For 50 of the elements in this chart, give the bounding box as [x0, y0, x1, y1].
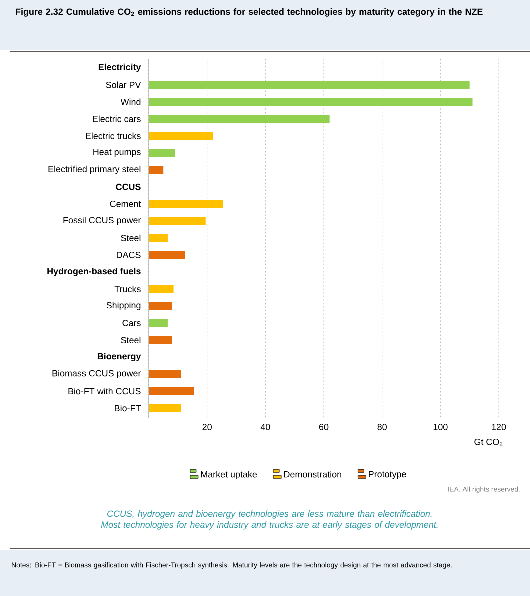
x-tick-label: 120	[492, 424, 506, 430]
bar	[148, 217, 206, 226]
bar	[148, 81, 470, 90]
x-tick-label: 60	[319, 424, 328, 430]
y-tick-label: Shipping	[106, 302, 140, 310]
y-tick-label: Wind	[120, 98, 140, 106]
bar	[148, 251, 186, 260]
bar	[148, 166, 164, 174]
y-tick-label: DACS	[116, 252, 141, 258]
bar	[148, 132, 213, 140]
x-tick-label: 100	[434, 424, 448, 430]
y-tick-label: Steel	[120, 336, 140, 344]
bar	[148, 370, 181, 378]
bar	[148, 200, 224, 208]
bar	[148, 98, 473, 106]
bar	[148, 285, 174, 294]
bar	[148, 319, 168, 328]
y-tick-label: Electricity	[98, 64, 141, 72]
y-tick-label: Solar PV	[106, 82, 141, 88]
y-tick-label: Biomass CCUS power	[52, 370, 141, 378]
y-tick-label: Electrified primary steel	[48, 166, 140, 174]
y-tick-label: Electric cars	[92, 116, 141, 122]
y-tick-label: Cement	[110, 200, 141, 208]
x-tick-label: 40	[260, 424, 270, 430]
y-tick-label: Bio-FT with CCUS	[68, 388, 141, 395]
legend-label: Market uptake	[201, 471, 257, 480]
text: CCUS, hydrogen and bioenergy technologies are less mature than electrification. Most technologies for heavy industry and trucks are at early stages of development.	[101, 510, 438, 530]
y-tick-label: CCUS	[116, 184, 141, 190]
y-tick-label: Bioenergy	[98, 353, 141, 362]
bar	[148, 387, 194, 396]
chart-title: Figure 2.32 Cumulative CO$_{2}$ emissions reductions for selected technologies by maturity category in the NZE	[16, 8, 483, 17]
y-tick-label: Fossil CCUS power	[63, 216, 141, 226]
bar	[148, 234, 168, 242]
y-tick-label: Trucks	[114, 286, 141, 292]
x-tick-label: 80	[377, 424, 387, 430]
x-tick-label: 20	[202, 424, 212, 430]
bar	[148, 404, 181, 412]
bar	[148, 302, 172, 310]
legend-label: Demonstration	[284, 471, 342, 478]
y-tick-label: Heat pumps	[93, 149, 141, 158]
x-axis-title: Gt CO$_{2}$	[474, 438, 502, 446]
bar	[148, 336, 172, 344]
y-tick-label: Electric trucks	[86, 132, 141, 140]
y-tick-label: Steel	[120, 234, 140, 242]
y-tick-label: Hydrogen-based fuels	[47, 268, 141, 276]
bar	[148, 149, 175, 158]
y-tick-label: Bio-FT	[114, 405, 141, 412]
bar	[148, 115, 330, 124]
y-tick-label: Cars	[122, 320, 141, 326]
legend-label: Prototype	[368, 471, 406, 480]
